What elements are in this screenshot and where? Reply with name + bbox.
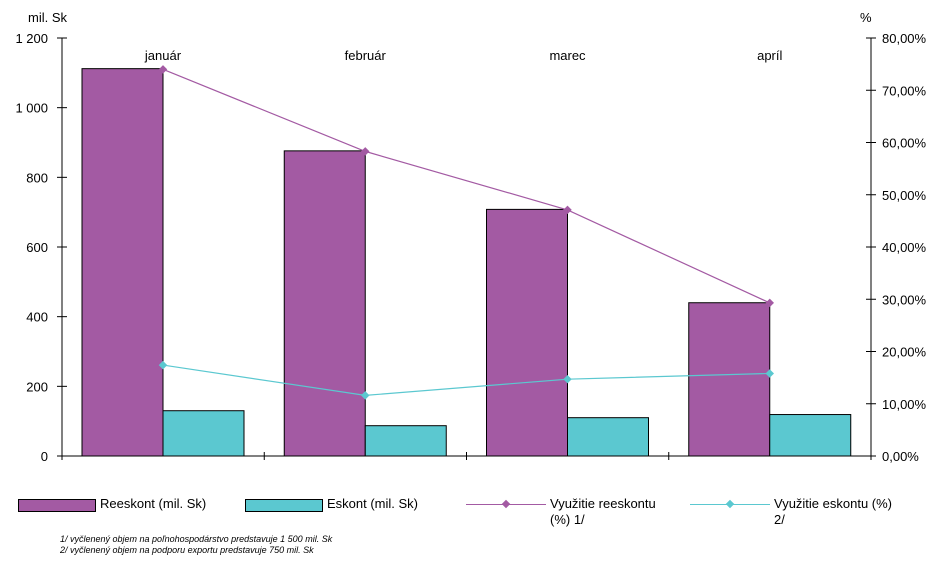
left-tick-label-3: 600	[26, 240, 48, 255]
bar-reeskont-3	[688, 302, 771, 457]
legend-swatch-vyuzitie-reeskontu	[466, 496, 546, 512]
point-vyuzitie-eskontu-1	[361, 391, 370, 400]
right-tick-label-1: 10,00%	[882, 397, 927, 412]
left-tick-label-2: 400	[26, 310, 48, 325]
legend-item-reeskont: Reeskont (mil. Sk)	[18, 496, 206, 512]
legend-item-vyuzitie-eskontu: Využitie eskontu (%) 2/	[690, 496, 892, 528]
bars-group	[81, 68, 852, 457]
bar-reeskont-1	[283, 150, 366, 457]
bar-reeskont-0	[81, 68, 164, 457]
left-tick-label-4: 800	[26, 170, 48, 185]
chart: 0 200 400 600 800 1 000 1 200 0,00% 10,00% 20,00%…	[15, 10, 926, 464]
right-tick-label-6: 60,00%	[882, 136, 927, 151]
legend-swatch-reeskont	[18, 499, 96, 512]
right-tick-label-2: 20,00%	[882, 345, 927, 360]
category-label-1: február	[345, 48, 387, 63]
legend: Reeskont (mil. Sk) Eskont (mil. Sk) Využ…	[0, 496, 937, 536]
right-tick-label-0: 0,00%	[882, 449, 919, 464]
point-vyuzitie-eskontu-0	[158, 360, 168, 370]
legend-swatch-eskont	[245, 499, 323, 512]
legend-item-vyuzitie-reeskontu: Využitie reeskontu (%) 1/	[466, 496, 656, 528]
category-label-3: apríl	[757, 48, 782, 63]
footnote-2: 2/ vyčlenený objem na podporu exportu pr…	[60, 545, 314, 555]
point-vyuzitie-eskontu-3	[765, 369, 774, 378]
legend-swatch-vyuzitie-eskontu	[690, 496, 770, 512]
bar-eskont-3	[769, 414, 852, 457]
legend-item-eskont: Eskont (mil. Sk)	[245, 496, 418, 512]
bar-eskont-1	[364, 425, 447, 457]
point-vyuzitie-reeskontu-3	[765, 298, 774, 308]
bar-reeskont-2	[486, 208, 568, 457]
legend-label-vyuzitie-reeskontu: Využitie reeskontu (%) 1/	[550, 496, 656, 527]
bar-eskont-0	[162, 410, 245, 457]
right-tick-label-5: 50,00%	[882, 188, 927, 203]
lines-group	[158, 65, 774, 400]
footnotes: 1/ vyčlenený objem na poľnohospodárstvo …	[60, 534, 332, 556]
left-tick-label-0: 0	[41, 449, 48, 464]
right-tick-label-7: 70,00%	[882, 83, 927, 98]
point-vyuzitie-eskontu-2	[563, 374, 572, 384]
line-vyuzitie-eskontu	[162, 364, 770, 396]
legend-label-vyuzitie-eskontu: Využitie eskontu (%) 2/	[774, 496, 893, 527]
legend-label-reeskont: Reeskont (mil. Sk)	[100, 496, 207, 511]
left-tick-label-5: 1 000	[15, 101, 48, 116]
category-label-2: marec	[549, 48, 586, 63]
point-vyuzitie-reeskontu-0	[158, 65, 168, 74]
left-axis-unit: mil. Sk	[28, 10, 68, 25]
right-axis-unit: %	[860, 10, 872, 25]
line-vyuzitie-reeskontu	[162, 68, 771, 304]
category-label-0: január	[144, 48, 182, 63]
left-tick-label-1: 200	[26, 379, 48, 394]
right-tick-label-8: 80,00%	[882, 31, 927, 46]
right-tick-label-4: 40,00%	[882, 240, 927, 255]
footnote-1: 1/ vyčlenený objem na poľnohospodárstvo …	[60, 534, 333, 544]
bar-eskont-2	[567, 417, 649, 457]
left-tick-label-6: 1 200	[15, 31, 48, 46]
legend-label-eskont: Eskont (mil. Sk)	[327, 496, 419, 511]
right-tick-label-3: 30,00%	[882, 292, 927, 307]
point-vyuzitie-reeskontu-1	[361, 147, 370, 156]
axes-group: 0 200 400 600 800 1 000 1 200 0,00% 10,00% 20,00%…	[15, 31, 926, 464]
